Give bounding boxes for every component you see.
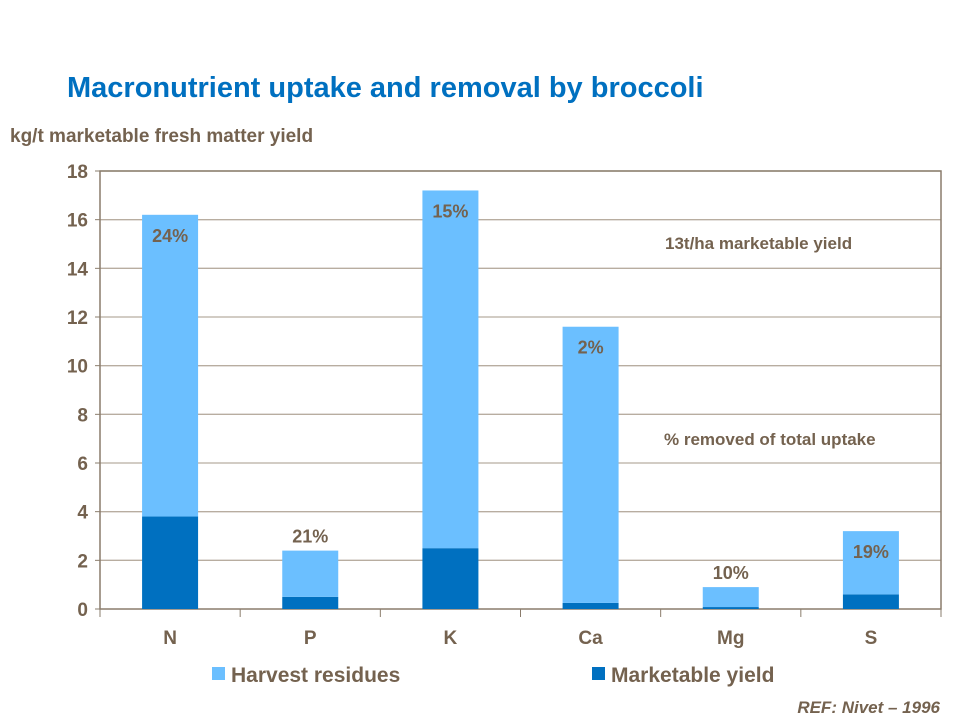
bar-harvest-residues-S: [842, 531, 899, 595]
bar-harvest-residues-Mg: [702, 587, 759, 608]
data-label: 21%: [292, 527, 328, 547]
annotation-yield: 13t/ha marketable yield: [665, 234, 852, 253]
legend-label: Marketable yield: [611, 664, 774, 687]
y-tick-label: 8: [77, 405, 88, 426]
legend-swatch: [212, 667, 225, 680]
bar-marketable-yield-P: [282, 596, 339, 609]
x-tick-label: N: [163, 628, 177, 649]
bar-harvest-residues-Ca: [562, 326, 619, 603]
bar-marketable-yield-N: [142, 516, 199, 609]
x-tick-label: S: [865, 628, 878, 649]
y-tick-label: 12: [67, 308, 88, 329]
y-tick-label: 6: [77, 454, 88, 475]
bar-marketable-yield-Mg: [702, 607, 759, 609]
reference: REF: Nivet – 1996: [797, 698, 940, 717]
legend-label: Harvest residues: [231, 664, 400, 687]
chart-title: Macronutrient uptake and removal by broc…: [67, 72, 704, 104]
bar-harvest-residues-P: [282, 550, 339, 597]
data-label: 24%: [152, 226, 188, 246]
y-tick-label: 18: [67, 162, 88, 183]
y-tick-label: 10: [67, 357, 88, 378]
bar-marketable-yield-Ca: [562, 602, 619, 609]
bar-harvest-residues-N: [142, 214, 199, 517]
x-tick-label: Ca: [578, 628, 603, 649]
x-tick-label: Mg: [717, 628, 744, 649]
y-tick-label: 2: [77, 551, 88, 572]
data-label: 15%: [432, 201, 468, 221]
y-tick-label: 14: [67, 259, 89, 280]
data-label: 2%: [578, 338, 604, 358]
y-tick-label: 16: [67, 211, 88, 232]
y-axis-label: kg/t marketable fresh matter yield: [10, 126, 314, 147]
legend-swatch: [592, 667, 605, 680]
y-tick-label: 0: [77, 600, 88, 621]
x-tick-label: K: [444, 628, 458, 649]
bar-marketable-yield-S: [842, 594, 899, 609]
annotation-removed: % removed of total uptake: [664, 430, 876, 449]
data-label: 19%: [853, 542, 889, 562]
bar-marketable-yield-K: [422, 548, 479, 609]
data-label: 10%: [713, 563, 749, 583]
x-tick-label: P: [304, 628, 317, 649]
bar-harvest-residues-K: [422, 190, 479, 549]
y-tick-label: 4: [77, 503, 88, 524]
